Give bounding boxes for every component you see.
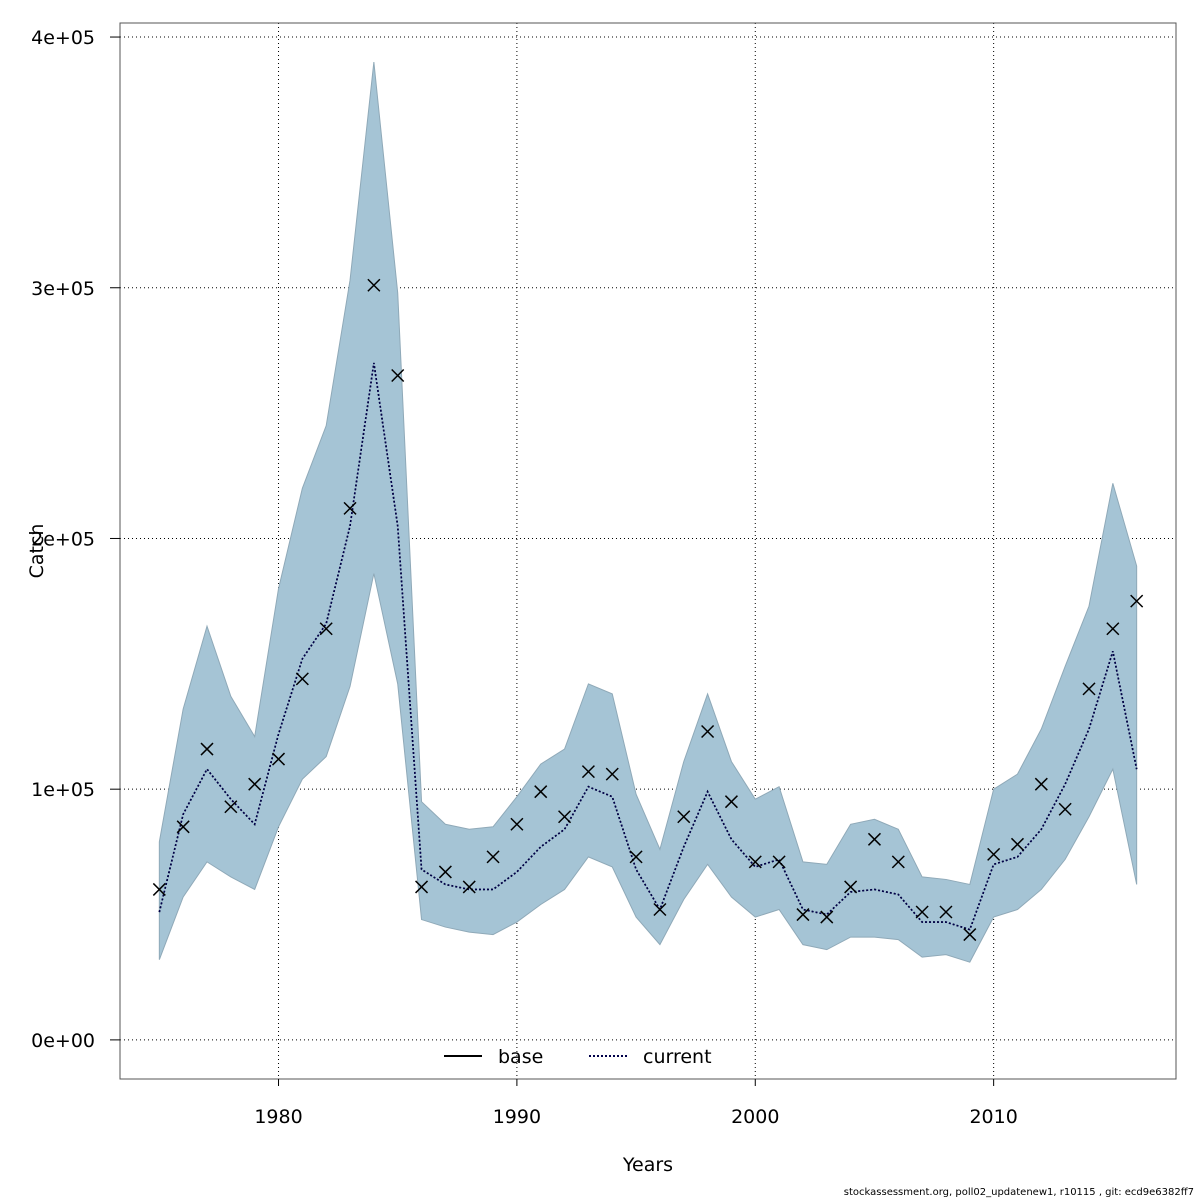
observed-point	[939, 905, 953, 919]
observed-point	[486, 850, 500, 864]
observed-point	[343, 501, 357, 515]
x-tick-label: 2010	[969, 1106, 1017, 1128]
observed-point	[605, 767, 619, 781]
series-line-current	[158, 362, 1138, 931]
observed-point	[176, 820, 190, 834]
observed-point	[438, 865, 452, 879]
observed-point	[653, 902, 667, 917]
observed-point	[987, 847, 1001, 861]
observed-point	[820, 910, 834, 924]
observed-point	[581, 765, 595, 779]
axes: 1980 1990 2000 2010 0e+00 1e+05 2e+05 3e+05 4e+0…	[31, 27, 1018, 1128]
observed-point	[391, 368, 405, 383]
observed-point	[248, 777, 262, 791]
confidence-band	[158, 62, 1138, 963]
x-tick-label: 1990	[493, 1106, 541, 1128]
x-tick-label: 2000	[731, 1106, 779, 1128]
footnote: stockassessment.org, poll02_updatenew1, …	[843, 1187, 1194, 1198]
plot-frame	[119, 22, 1177, 1080]
y-axis-title: Catch	[26, 524, 48, 579]
x-tick-label: 1980	[254, 1106, 302, 1128]
observed-point	[534, 785, 548, 799]
observed-point	[152, 882, 166, 896]
y-tick-label: 4e+05	[31, 27, 95, 49]
observed-point	[701, 724, 715, 739]
y-tick-label: 3e+05	[31, 278, 95, 300]
observed-point	[867, 832, 881, 846]
observed-point	[1058, 802, 1072, 816]
observed-point	[224, 800, 238, 814]
observed-point	[295, 672, 309, 686]
observed-point	[1010, 837, 1025, 851]
observed-point	[319, 622, 333, 636]
legend-base-label: base	[498, 1046, 543, 1068]
observed-point	[963, 928, 977, 942]
legend: base current	[444, 1046, 712, 1068]
observed-point	[724, 795, 738, 809]
x-axis-title: Years	[622, 1154, 673, 1176]
observed-point	[915, 905, 929, 919]
observed-point	[1130, 594, 1144, 608]
observed-point	[367, 278, 381, 292]
observed-points	[152, 278, 1144, 942]
observed-point	[1106, 622, 1120, 636]
observed-point	[844, 880, 858, 894]
observed-point	[677, 810, 691, 824]
observed-point	[772, 855, 786, 869]
observed-point	[200, 742, 214, 756]
observed-point	[748, 855, 762, 869]
observed-point	[510, 817, 524, 831]
observed-point	[271, 752, 286, 766]
y-tick-label: 0e+00	[31, 1030, 95, 1052]
observed-point	[558, 810, 572, 824]
y-tick-label: 1e+05	[31, 779, 95, 801]
observed-point	[462, 880, 476, 894]
y-tick-label: 2e+05	[31, 528, 95, 550]
observed-point	[629, 850, 643, 864]
legend-current-label: current	[643, 1046, 712, 1068]
observed-point	[1034, 777, 1048, 791]
observed-point	[415, 880, 429, 894]
observed-point	[796, 908, 810, 922]
observed-point	[891, 855, 905, 869]
observed-point	[1082, 682, 1096, 696]
